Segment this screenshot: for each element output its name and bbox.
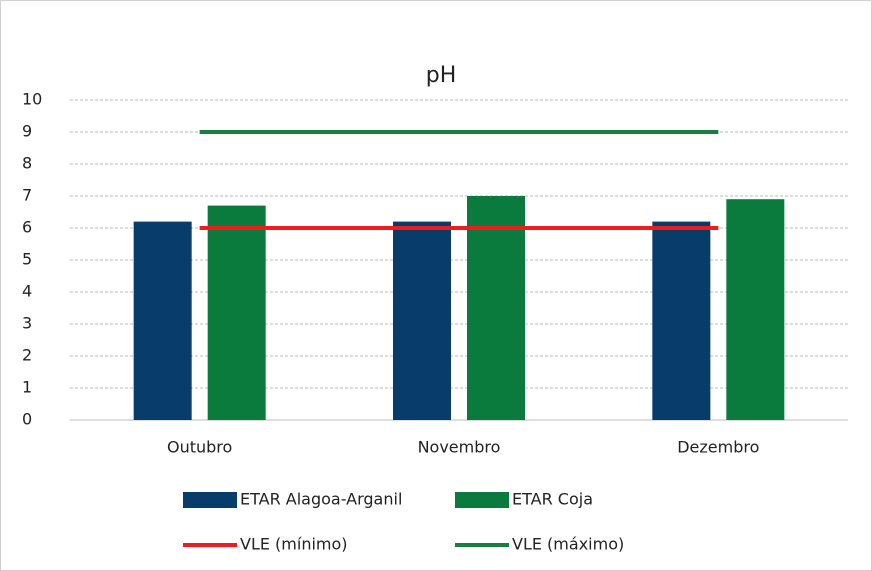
y-tick-label: 8 xyxy=(22,154,32,173)
bar xyxy=(393,221,451,420)
y-tick-label: 1 xyxy=(22,378,32,397)
y-tick-label: 9 xyxy=(22,122,32,141)
legend-swatch xyxy=(183,492,237,508)
x-tick-label: Dezembro xyxy=(677,438,759,457)
legend-label: VLE (máximo) xyxy=(512,535,624,554)
bar xyxy=(467,196,525,420)
y-tick-label: 7 xyxy=(22,186,32,205)
x-tick-label: Outubro xyxy=(167,438,232,457)
y-tick-label: 10 xyxy=(22,90,42,109)
y-tick-label: 4 xyxy=(22,282,32,301)
legend-label: VLE (mínimo) xyxy=(240,535,348,554)
y-tick-label: 5 xyxy=(22,250,32,269)
bar xyxy=(652,221,711,420)
x-tick-label: Novembro xyxy=(418,438,501,457)
legend-swatch xyxy=(455,492,509,508)
bar xyxy=(207,205,266,420)
bar xyxy=(133,221,192,420)
bar xyxy=(726,199,785,420)
y-tick-label: 2 xyxy=(22,346,32,365)
legend-label: ETAR Alagoa-Arganil xyxy=(240,490,402,509)
legend-label: ETAR Coja xyxy=(512,490,593,509)
chart-title: pH xyxy=(426,63,457,88)
y-tick-label: 6 xyxy=(22,218,32,237)
y-tick-label: 0 xyxy=(22,410,32,429)
y-tick-label: 3 xyxy=(22,314,32,333)
